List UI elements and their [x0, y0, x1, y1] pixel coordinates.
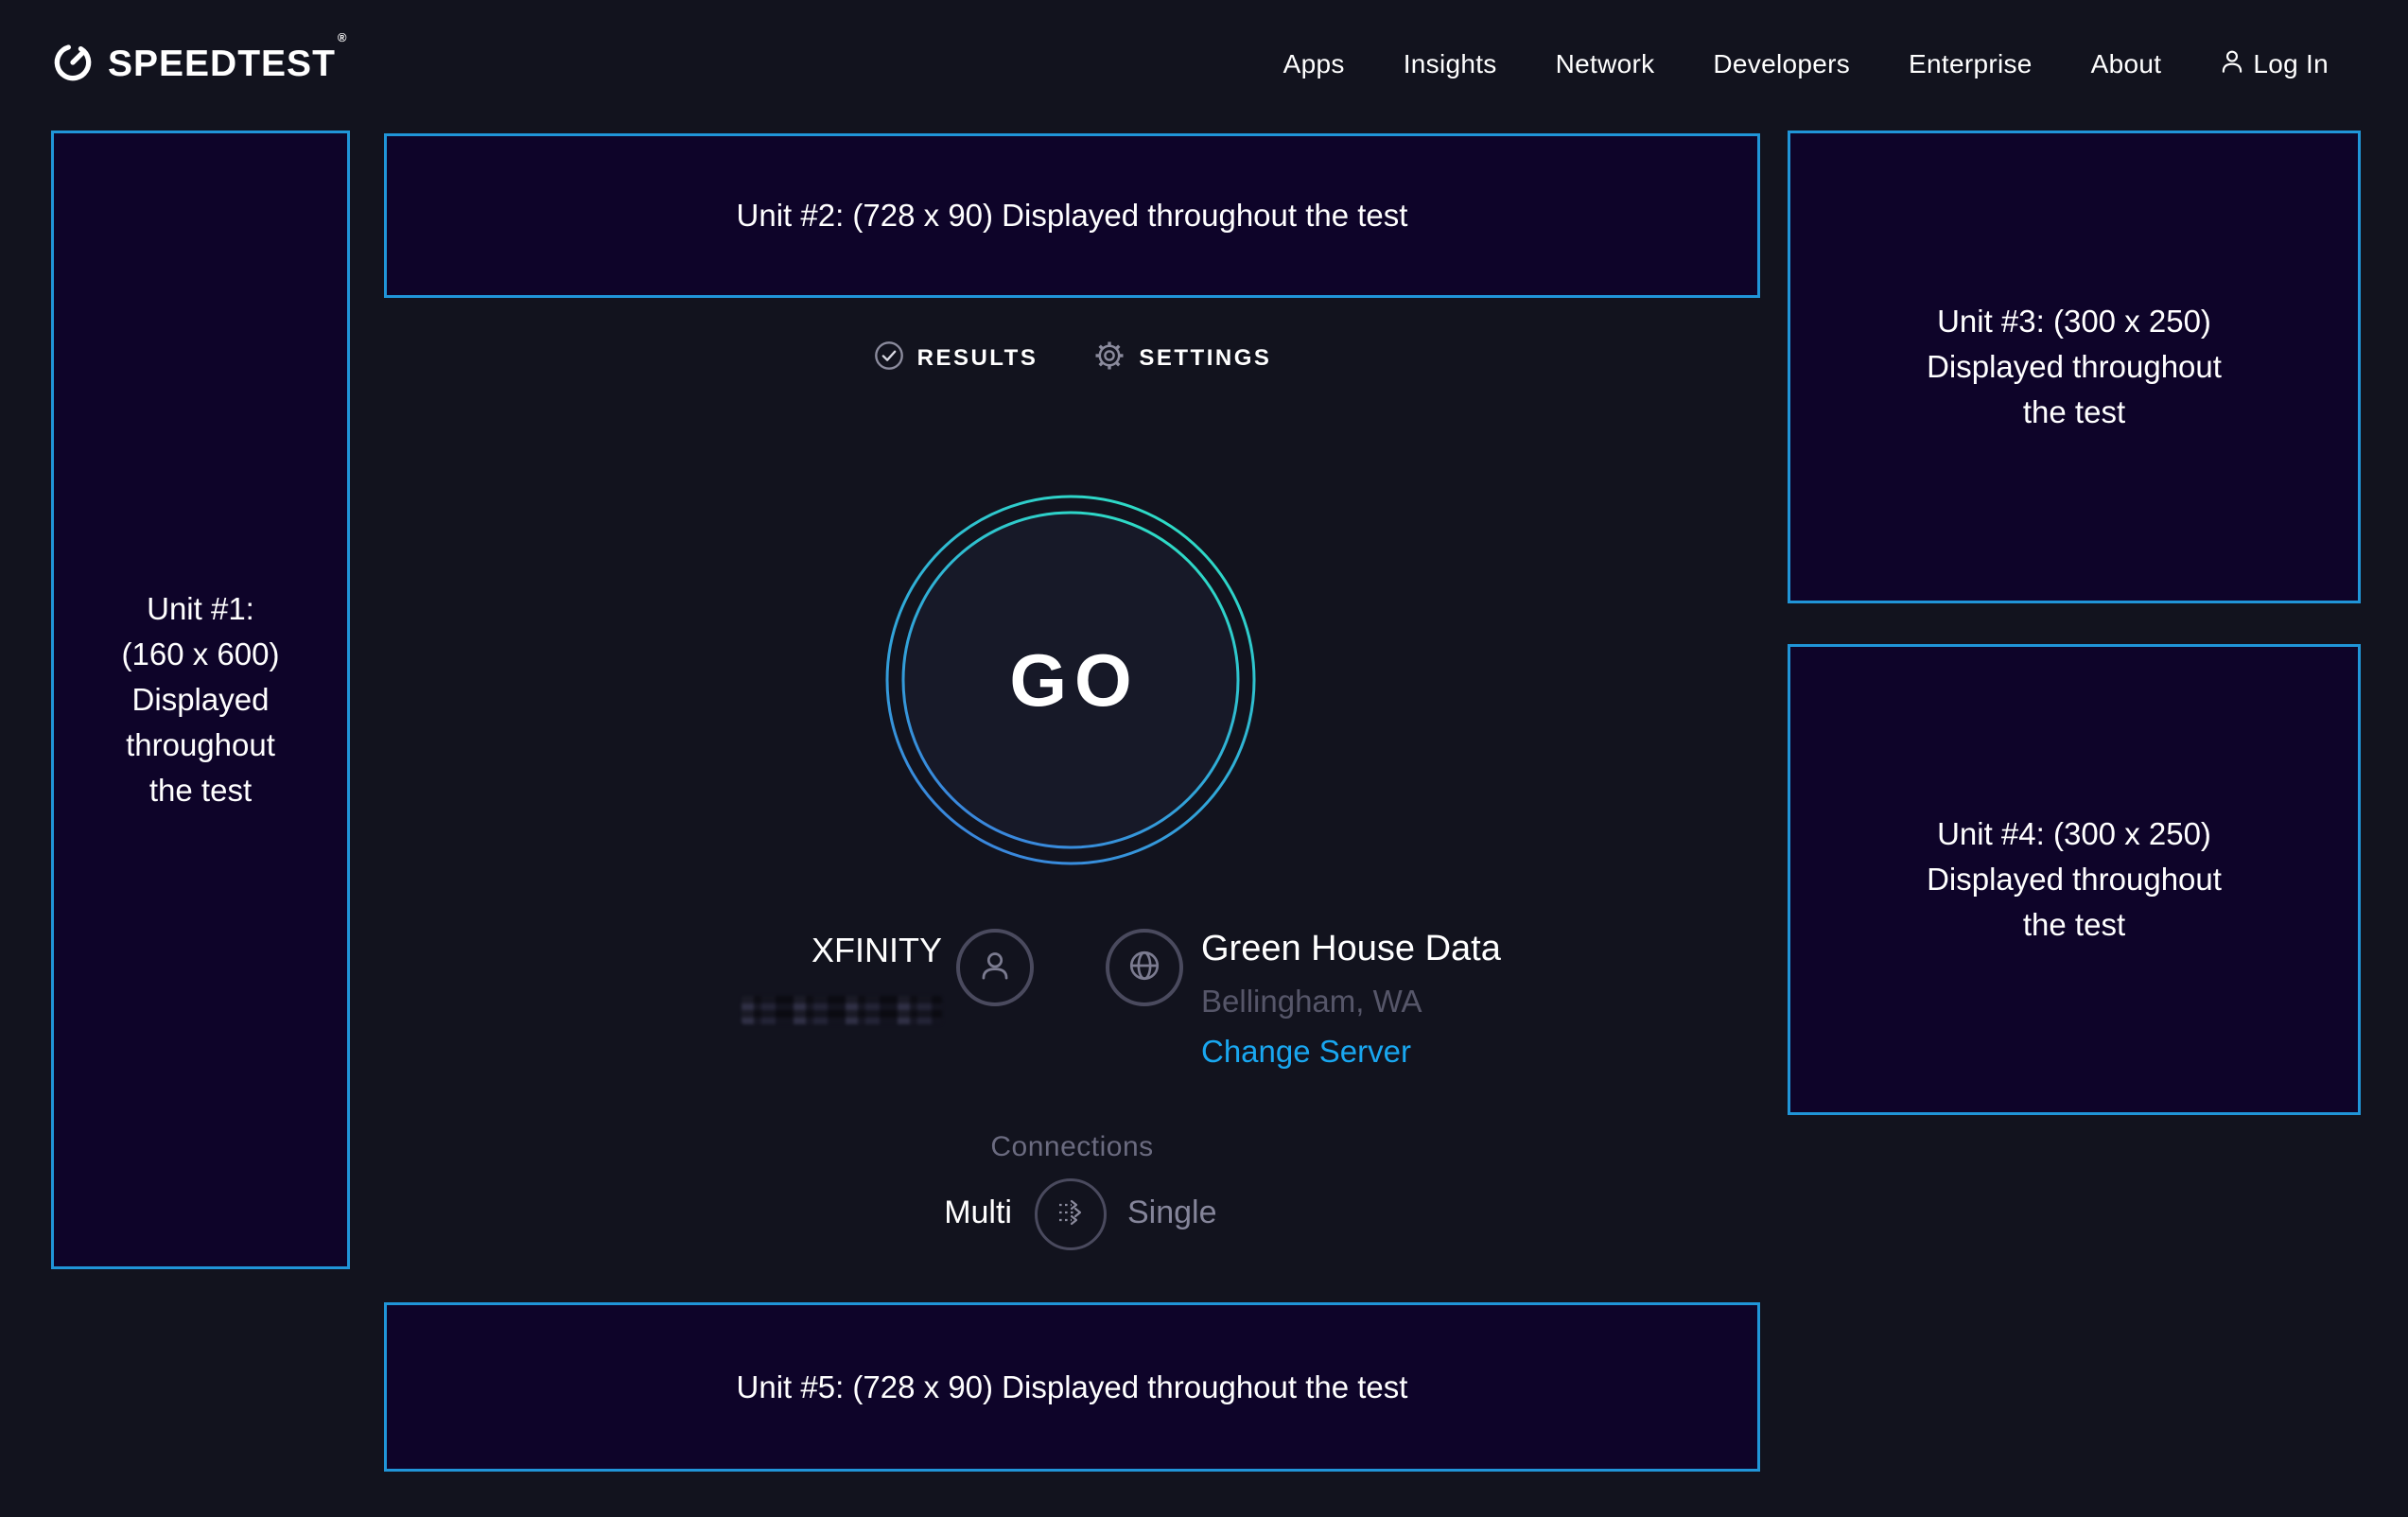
ad-text: Unit #5: (728 x 90) Displayed throughout… — [736, 1369, 1408, 1404]
nav-item-network[interactable]: Network — [1555, 49, 1655, 78]
server-name: Green House Data — [1201, 929, 1501, 968]
speedtest-logo[interactable]: SPEEDTEST® — [51, 30, 348, 89]
login-button[interactable]: Log In — [2220, 48, 2329, 81]
ad-text: Displayed throughout — [1927, 862, 2222, 898]
person-icon — [2220, 48, 2244, 81]
ad-text: the test — [2022, 393, 2126, 429]
connections-single-option[interactable]: Single — [1127, 1194, 1217, 1230]
login-label: Log In — [2253, 49, 2329, 78]
isp-icon-badge[interactable] — [956, 929, 1034, 1006]
logo-text: SPEEDTEST® — [108, 30, 348, 84]
server-location: Bellingham, WA — [1201, 984, 1422, 1019]
view-tabs: RESULTS SETTINGS — [384, 339, 1760, 377]
check-circle-icon — [873, 340, 905, 376]
nav-item-about[interactable]: About — [2090, 49, 2162, 78]
ad-text: Unit #3: (300 x 250) — [1937, 304, 2211, 340]
connections-label: Connections — [990, 1131, 1154, 1162]
multi-connection-arrows-icon — [1049, 1191, 1092, 1239]
ad-text: Unit #2: (728 x 90) Displayed throughout… — [736, 198, 1408, 234]
gauge-icon — [51, 41, 95, 89]
nav-item-developers[interactable]: Developers — [1713, 49, 1851, 78]
ad-text: the test — [2022, 906, 2126, 942]
trademark-symbol: ® — [337, 30, 348, 44]
ad-unit-3-rectangle[interactable]: Unit #3: (300 x 250) Displayed throughou… — [1788, 131, 2361, 603]
tab-settings[interactable]: SETTINGS — [1092, 339, 1271, 377]
server-icon-badge[interactable] — [1106, 929, 1183, 1006]
header: SPEEDTEST® Apps Insights Network Develop… — [0, 0, 2408, 129]
ad-unit-2-leaderboard[interactable]: Unit #2: (728 x 90) Displayed throughout… — [384, 133, 1760, 298]
ad-text: Displayed — [131, 682, 270, 718]
ad-unit-5-leaderboard[interactable]: Unit #5: (728 x 90) Displayed throughout… — [384, 1302, 1760, 1472]
ad-text: Unit #1: — [147, 591, 254, 627]
tab-results-label: RESULTS — [916, 344, 1038, 371]
tab-settings-label: SETTINGS — [1139, 344, 1272, 371]
main-nav: Apps Insights Network Developers Enterpr… — [1283, 48, 2329, 81]
ad-text: throughout — [126, 726, 275, 762]
go-button[interactable]: GO — [881, 491, 1260, 869]
go-button-rings — [885, 495, 1256, 865]
ad-text: Displayed throughout — [1927, 349, 2222, 385]
ad-text: the test — [148, 772, 253, 808]
nav-item-enterprise[interactable]: Enterprise — [1909, 49, 2033, 78]
ad-unit-1-skyscraper[interactable]: Unit #1: (160 x 600) Displayed throughou… — [51, 131, 350, 1269]
nav-item-apps[interactable]: Apps — [1283, 49, 1345, 78]
ad-unit-4-rectangle[interactable]: Unit #4: (300 x 250) Displayed throughou… — [1788, 644, 2361, 1115]
isp-name: XFINITY — [811, 931, 942, 969]
redacted-ip-text — [742, 996, 942, 1024]
connections-multi-option[interactable]: Multi — [944, 1194, 1012, 1230]
user-icon — [975, 946, 1015, 990]
globe-icon — [1124, 945, 1165, 991]
connections-toggle[interactable] — [1035, 1178, 1107, 1250]
ad-text: (160 x 600) — [121, 636, 280, 672]
ad-text: Unit #4: (300 x 250) — [1937, 816, 2211, 852]
change-server-link[interactable]: Change Server — [1201, 1034, 1411, 1069]
nav-item-insights[interactable]: Insights — [1403, 49, 1497, 78]
go-button-label: GO — [1009, 637, 1140, 722]
tab-results[interactable]: RESULTS — [873, 340, 1038, 376]
gear-icon — [1092, 339, 1126, 377]
